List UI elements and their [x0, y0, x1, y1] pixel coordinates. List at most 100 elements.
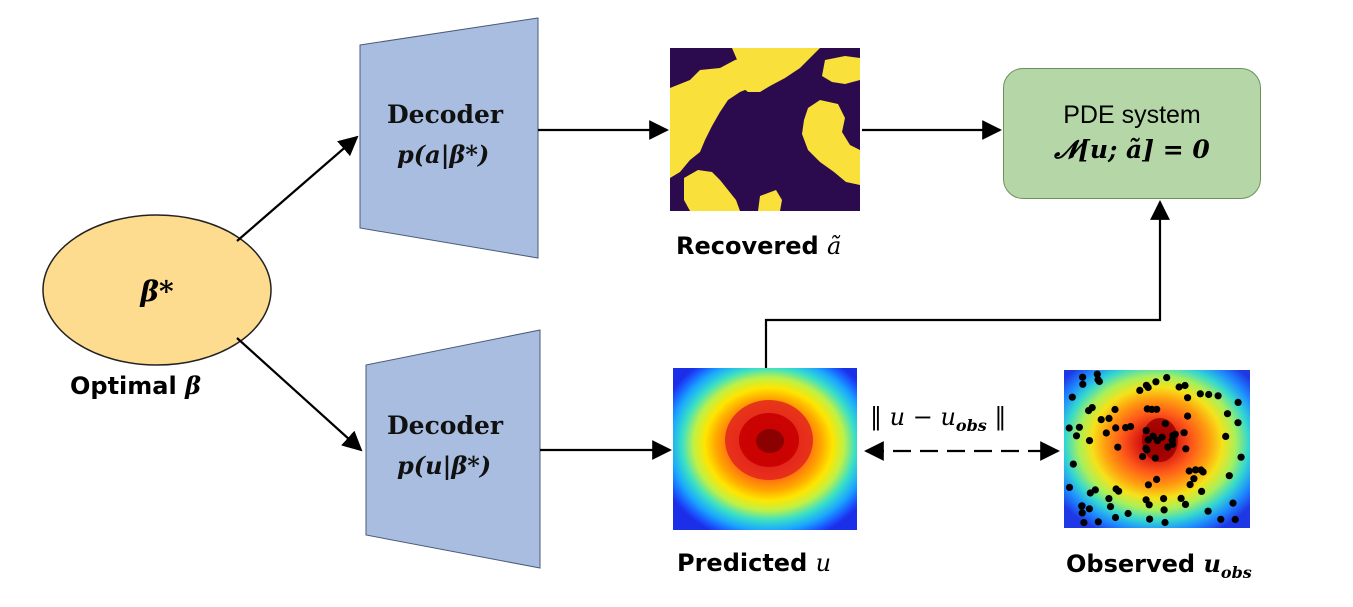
decoder-a-block	[359, 17, 539, 259]
observation-point	[1093, 370, 1101, 378]
observation-points	[1065, 370, 1245, 527]
observation-point	[1222, 432, 1230, 440]
observation-point	[1149, 432, 1157, 440]
observation-point	[1192, 466, 1200, 474]
observation-point	[1124, 509, 1132, 518]
predicted-label-text: Predicted	[677, 549, 816, 577]
observation-point	[1234, 398, 1242, 406]
observation-point	[1190, 475, 1198, 483]
observation-point	[1139, 452, 1147, 461]
observation-point	[1153, 475, 1161, 483]
observation-point	[1204, 507, 1212, 515]
arrow-beta-to-decoder-a	[236, 135, 359, 242]
observation-point	[1122, 424, 1130, 432]
observation-point	[1152, 378, 1160, 386]
observation-point	[1196, 390, 1204, 398]
observation-point	[1072, 432, 1081, 440]
predicted-u-heatmap	[673, 368, 857, 530]
observation-point	[1075, 423, 1083, 431]
observation-point	[1177, 494, 1185, 502]
optimal-beta-label: Optimal β	[70, 371, 201, 400]
observation-point	[1142, 427, 1150, 435]
recovered-field-image	[670, 48, 860, 211]
observation-point	[1114, 443, 1122, 451]
observation-point	[1145, 501, 1153, 509]
observation-point	[1078, 502, 1086, 510]
observation-point	[1234, 419, 1242, 427]
observed-label-math: u	[1203, 549, 1221, 578]
observation-point	[1148, 405, 1156, 413]
predicted-label-math: u	[815, 549, 832, 577]
norm-text: ‖ u − u	[870, 403, 956, 431]
observation-point	[1161, 420, 1169, 428]
observation-point	[1182, 445, 1190, 453]
observation-point	[1144, 481, 1152, 489]
observation-point	[1065, 424, 1073, 432]
observation-point	[1160, 495, 1168, 503]
norm-sub: obs	[955, 415, 987, 435]
decoder-u-expr: p(u|β*)	[397, 451, 492, 480]
predicted-label: Predicted u	[677, 549, 831, 577]
decoder-a-title: Decoder	[387, 100, 504, 129]
decoder-a-expr: p(a|β*)	[397, 140, 490, 169]
arrow-beta-to-decoder-u	[236, 337, 363, 452]
decoder-u-title: Decoder	[387, 411, 504, 440]
observation-point	[1078, 509, 1086, 517]
observation-point	[1181, 381, 1189, 390]
observation-point	[1184, 412, 1192, 420]
observation-point	[1136, 386, 1144, 394]
decoder-u-block	[365, 329, 541, 569]
observation-point	[1106, 503, 1115, 511]
observation-point	[1214, 392, 1222, 400]
optimal-label-text: Optimal	[70, 372, 186, 400]
pde-equation: 𝓝[u; ã] = 0	[1054, 135, 1210, 164]
observation-point	[1111, 405, 1119, 414]
recovered-label: Recovered ã	[676, 232, 841, 260]
observation-point	[1223, 410, 1232, 418]
observation-point	[1079, 380, 1087, 388]
observation-point	[1197, 466, 1205, 474]
observation-point	[1169, 440, 1177, 448]
pde-system-box: PDE system 𝓝[u; ã] = 0	[1003, 68, 1261, 199]
observation-point	[1184, 394, 1192, 402]
observation-point	[1086, 489, 1094, 497]
observation-point	[1185, 467, 1193, 475]
observation-point	[1142, 381, 1150, 389]
observation-point	[1237, 453, 1245, 461]
observation-point	[1205, 390, 1213, 399]
observation-point	[1085, 505, 1093, 513]
observation-point	[1105, 414, 1113, 422]
observation-point	[1065, 483, 1074, 491]
recovered-label-text: Recovered	[676, 232, 828, 260]
observation-point	[1198, 487, 1206, 495]
observation-point	[1186, 481, 1194, 489]
observation-point	[1146, 515, 1154, 523]
observation-point	[1142, 444, 1150, 452]
optimal-label-math: β	[185, 371, 202, 400]
observation-point	[1085, 437, 1094, 445]
observation-point	[1153, 437, 1161, 445]
observation-point	[1102, 429, 1110, 437]
beta-ellipse	[42, 214, 272, 366]
observation-point	[1069, 460, 1077, 468]
observation-point	[1181, 500, 1190, 508]
arrow-predicted-to-pde	[764, 200, 1170, 368]
observed-u-heatmap	[1064, 370, 1250, 528]
observation-point	[1151, 454, 1159, 462]
observation-point	[1180, 429, 1188, 437]
observation-point	[1225, 472, 1233, 480]
loss-norm-label: ‖ u − uobs ‖	[870, 403, 1006, 435]
observation-point	[1163, 374, 1171, 382]
observation-point	[1094, 376, 1102, 384]
observation-point	[1231, 515, 1239, 524]
observation-point	[1097, 416, 1105, 424]
observation-point	[1161, 518, 1169, 527]
recovered-label-math: ã	[827, 232, 842, 260]
observation-point	[1105, 495, 1113, 503]
observation-point	[1171, 430, 1179, 438]
observed-label: Observed uobs	[1066, 549, 1252, 582]
observation-point	[1111, 513, 1120, 522]
observation-point	[1088, 404, 1096, 412]
norm-end: ‖	[986, 403, 1007, 431]
